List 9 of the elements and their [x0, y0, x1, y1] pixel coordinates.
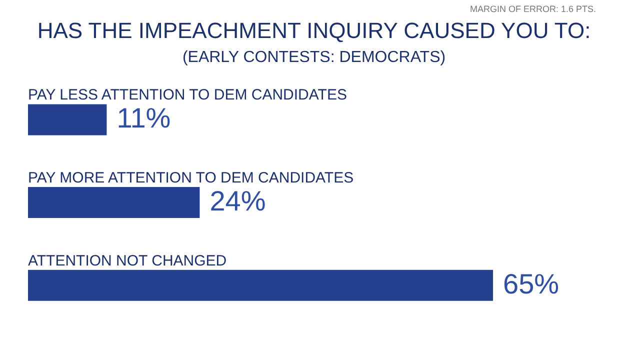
chart-subtitle: (EARLY CONTESTS: DEMOCRATS): [182, 49, 446, 66]
chart-title: HAS THE IMPEACHMENT INQUIRY CAUSED YOU TO:: [37, 18, 591, 43]
y-tick-label: PAY LESS ATTENTION TO DEM CANDIDATES: [28, 86, 347, 104]
data-label: 11%: [116, 102, 171, 134]
text: MARGIN OF ERROR: 1.6 PTS.: [468, 3, 597, 16]
data-label: 65%: [503, 268, 560, 300]
data-label: 24%: [210, 186, 266, 216]
y-tick-label: ATTENTION NOT CHANGED: [28, 252, 227, 270]
y-tick-label: PAY MORE ATTENTION TO DEM CANDIDATES: [28, 170, 354, 186]
